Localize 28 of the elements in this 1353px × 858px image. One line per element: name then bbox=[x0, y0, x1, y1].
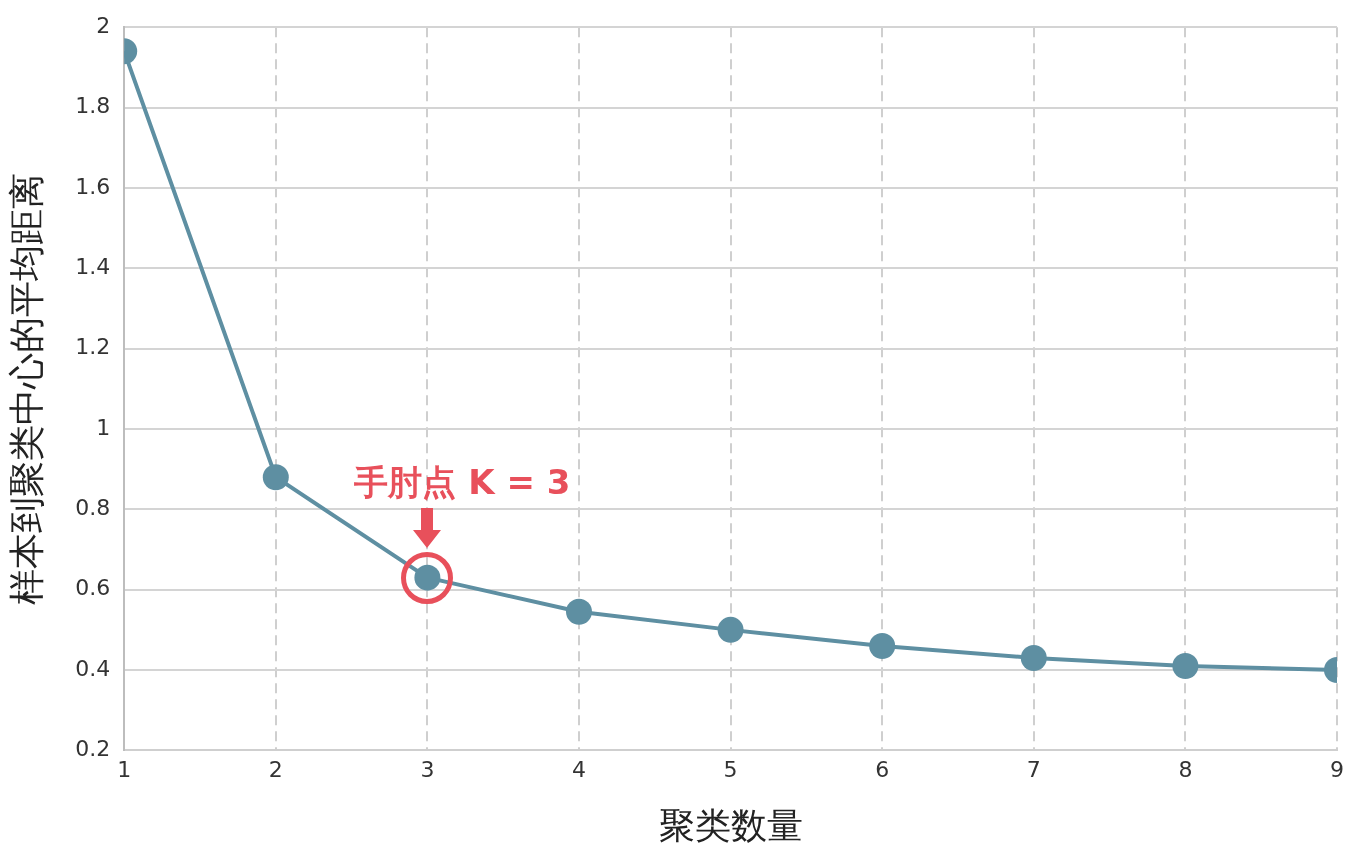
y-axis-title: 样本到聚类中心的平均距离 bbox=[5, 172, 47, 605]
x-tick-label: 2 bbox=[268, 757, 283, 783]
point bbox=[565, 598, 592, 625]
point bbox=[262, 464, 289, 491]
point bbox=[717, 616, 744, 643]
x-tick-label: 6 bbox=[875, 757, 890, 783]
y-tick-label: 1 bbox=[96, 414, 111, 440]
point bbox=[1020, 644, 1047, 671]
y-tick-label: 1.6 bbox=[75, 173, 111, 199]
x-tick-label: 3 bbox=[420, 757, 435, 783]
x-tick-label: 9 bbox=[1330, 757, 1344, 783]
y-tick-label: 2 bbox=[96, 12, 111, 38]
point bbox=[1172, 653, 1199, 680]
y-tick-label: 1.2 bbox=[75, 334, 111, 360]
y-tick-label: 0.6 bbox=[75, 575, 111, 601]
x-tick-label: 1 bbox=[117, 757, 132, 783]
y-tick-label: 0.4 bbox=[75, 655, 111, 681]
x-tick-label: 7 bbox=[1026, 757, 1041, 783]
y-tick-label: 0.8 bbox=[75, 495, 111, 521]
x-tick-label: 5 bbox=[723, 757, 738, 783]
x-axis-title: 聚类数量 bbox=[658, 804, 803, 846]
x-tick-label: 4 bbox=[571, 757, 586, 783]
point bbox=[869, 632, 896, 659]
annotation: 手肘点 K = 3 bbox=[353, 462, 571, 503]
x-tick-label: 8 bbox=[1178, 757, 1193, 783]
y-tick-label: 1.4 bbox=[75, 253, 111, 279]
y-tick-label: 0.2 bbox=[75, 736, 111, 762]
y-tick-label: 1.8 bbox=[75, 93, 111, 119]
